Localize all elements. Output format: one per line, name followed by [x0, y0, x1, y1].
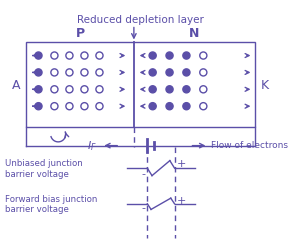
Circle shape — [81, 86, 88, 94]
Text: Unbiased junction
barrier voltage: Unbiased junction barrier voltage — [5, 159, 82, 178]
Text: N: N — [189, 26, 200, 40]
Circle shape — [81, 103, 88, 110]
Circle shape — [166, 53, 173, 60]
Circle shape — [183, 86, 190, 94]
Circle shape — [96, 70, 103, 77]
Circle shape — [96, 86, 103, 94]
Circle shape — [166, 86, 173, 94]
Text: Forward bias junction
barrier voltage: Forward bias junction barrier voltage — [5, 194, 97, 214]
Text: $I_F$: $I_F$ — [87, 138, 97, 152]
Text: -: - — [141, 203, 146, 213]
Circle shape — [200, 70, 207, 77]
Circle shape — [183, 53, 190, 60]
Circle shape — [35, 53, 42, 60]
Circle shape — [149, 103, 156, 110]
Text: +: + — [176, 159, 186, 169]
Circle shape — [200, 103, 207, 110]
Circle shape — [35, 86, 42, 94]
Text: Reduced depletion layer: Reduced depletion layer — [77, 15, 204, 25]
Circle shape — [81, 70, 88, 77]
Circle shape — [96, 103, 103, 110]
Circle shape — [51, 53, 58, 60]
Circle shape — [166, 103, 173, 110]
Circle shape — [35, 103, 42, 110]
Circle shape — [51, 86, 58, 94]
Circle shape — [149, 86, 156, 94]
Text: -: - — [141, 168, 146, 178]
Text: K: K — [261, 79, 269, 92]
Circle shape — [200, 53, 207, 60]
Circle shape — [66, 70, 73, 77]
Circle shape — [96, 53, 103, 60]
Bar — [26, 43, 255, 127]
Circle shape — [166, 70, 173, 77]
Circle shape — [200, 86, 207, 94]
Circle shape — [51, 70, 58, 77]
Text: A: A — [12, 79, 21, 92]
Text: P: P — [76, 26, 85, 40]
Circle shape — [66, 103, 73, 110]
Text: Flow of electrons: Flow of electrons — [211, 140, 288, 149]
Circle shape — [66, 86, 73, 94]
Circle shape — [66, 53, 73, 60]
Circle shape — [183, 103, 190, 110]
Circle shape — [149, 70, 156, 77]
Circle shape — [51, 103, 58, 110]
Circle shape — [81, 53, 88, 60]
Circle shape — [183, 70, 190, 77]
Circle shape — [149, 53, 156, 60]
Circle shape — [35, 70, 42, 77]
Text: +: + — [176, 195, 186, 205]
